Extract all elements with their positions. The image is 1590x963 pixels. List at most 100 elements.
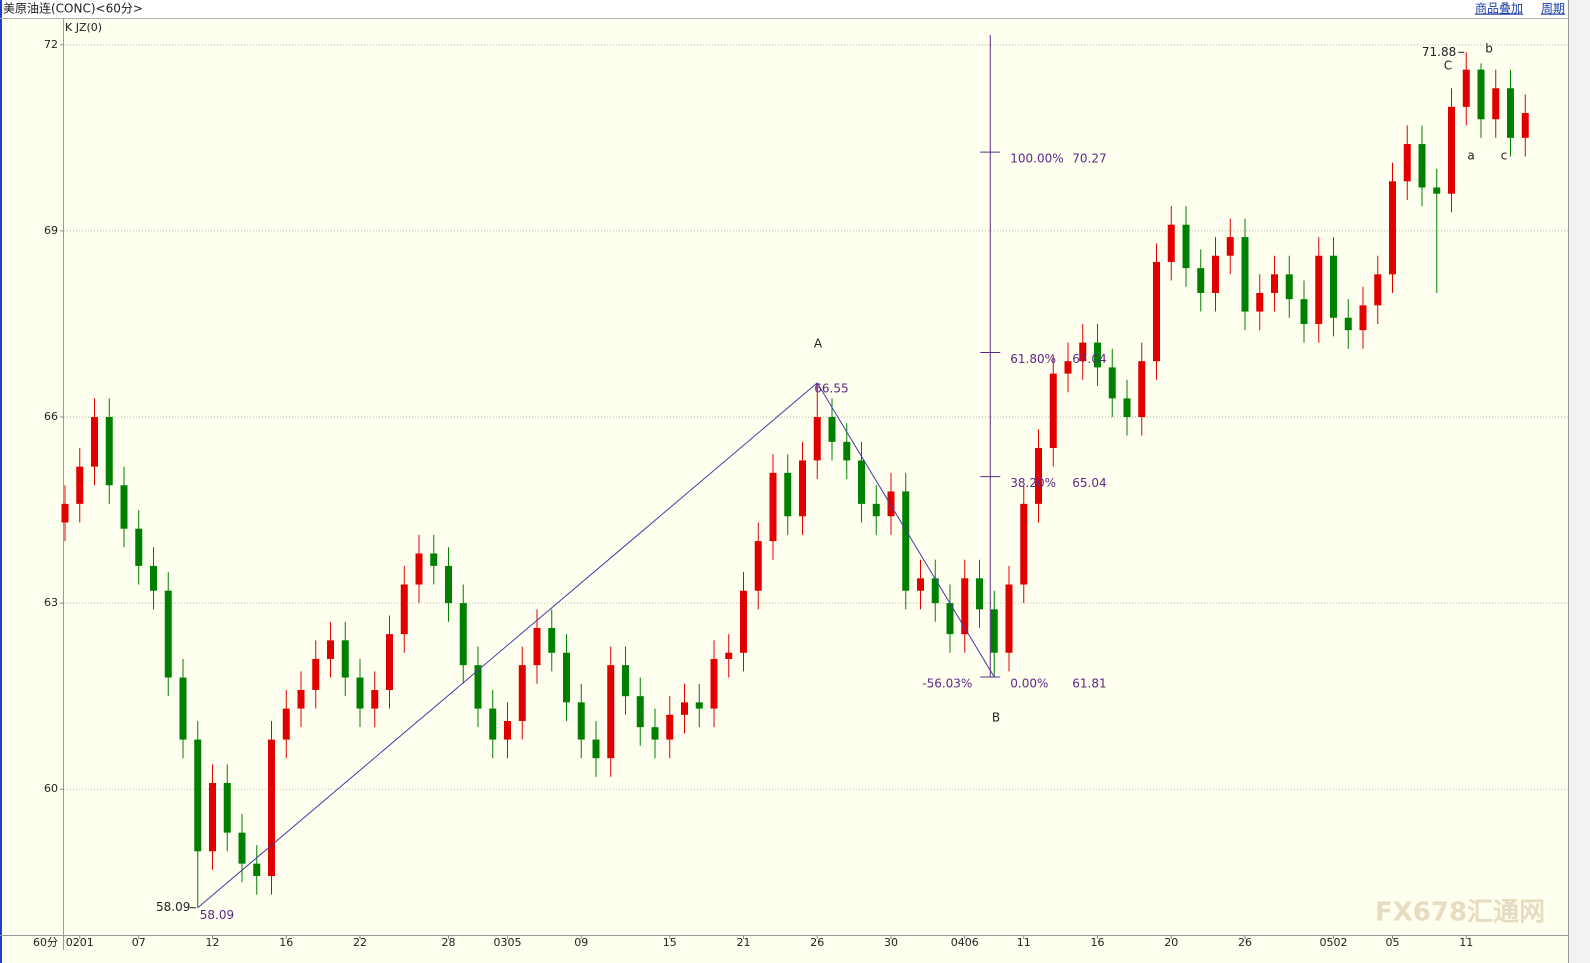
candle-body (297, 689, 305, 709)
y-tick-label: 69 (44, 224, 58, 237)
fib-value: 67.04 (1072, 352, 1106, 366)
fib-value: 65.04 (1072, 476, 1106, 490)
candle-body (990, 609, 998, 653)
x-tick-label: 26 (810, 936, 824, 949)
candle-body (1197, 268, 1205, 293)
candle-body (961, 578, 969, 635)
wave-label: B (992, 711, 1000, 725)
candle-body (1005, 584, 1013, 653)
candle-body (1344, 317, 1352, 331)
price-label: 71.88 (1422, 45, 1456, 59)
fib-pct: 61.80% (1010, 352, 1056, 366)
y-tick-label: 60 (44, 782, 58, 795)
candle-body (651, 727, 659, 740)
candle-body (1212, 255, 1219, 293)
y-tick-label: 63 (44, 596, 58, 609)
candle-body (430, 553, 438, 566)
candle-body (1123, 398, 1131, 418)
candle-body (784, 472, 792, 517)
x-tick-label: 05 (1386, 936, 1400, 949)
candle-body (681, 702, 688, 715)
candle-body (474, 665, 482, 709)
fib-value: 70.27 (1072, 152, 1106, 166)
price-label: 58.09 (156, 900, 190, 914)
price-label: 58.09 (200, 908, 234, 922)
candle-body (1359, 305, 1367, 331)
candle-body (1433, 187, 1441, 194)
candle-body (607, 665, 615, 759)
x-tick-label: 16 (1091, 936, 1105, 949)
overlay-button[interactable]: 商品叠加 (1475, 1, 1523, 16)
y-tick-label: 72 (44, 38, 58, 51)
wave-line (197, 382, 818, 909)
x-tick-label: 0502 (1320, 936, 1348, 949)
candle-body (1167, 224, 1175, 262)
candle-body (710, 658, 718, 709)
candle-body (1521, 113, 1529, 138)
candle-body (194, 739, 202, 852)
candle-body (61, 503, 69, 523)
candle-body (548, 627, 556, 653)
x-tick-label: 20 (1164, 936, 1178, 949)
fib-value: 61.81 (1072, 676, 1106, 690)
candle-body (120, 485, 128, 529)
candle-body (1315, 255, 1323, 324)
candle-body (887, 491, 895, 517)
candle-body (902, 491, 910, 591)
candle-body (740, 590, 747, 653)
candle-body (1020, 503, 1028, 585)
x-tick-label: 11 (1459, 936, 1473, 949)
candle-body (1492, 88, 1500, 120)
x-tick-label: 0305 (494, 936, 522, 949)
candle-body (1285, 274, 1293, 300)
plot-bg (0, 18, 1568, 963)
candle-body (533, 627, 541, 666)
candle-body (843, 441, 851, 461)
candle-body (725, 652, 733, 659)
x-tick-label: 0201 (66, 936, 94, 949)
candle-body (799, 460, 806, 517)
candle-body (577, 702, 585, 740)
candle-body (371, 689, 379, 709)
candle-body (386, 634, 393, 690)
candle-body (1153, 261, 1160, 362)
candle-body (1477, 69, 1485, 120)
candle-body (445, 565, 452, 604)
candle-body (1064, 361, 1072, 374)
candle-body (282, 708, 290, 740)
x-tick-label: 0406 (951, 936, 979, 949)
candle-body (1374, 274, 1382, 306)
candle-body (1448, 106, 1455, 194)
fib-pct: 38.20% (1010, 476, 1056, 490)
x-tick-label: 16 (279, 936, 293, 949)
x-tick-label: 11 (1017, 936, 1031, 949)
x-tick-label: 07 (132, 936, 146, 949)
candle-body (1389, 181, 1396, 275)
fib-pct: 0.00% (1010, 676, 1048, 690)
candle-body (1182, 224, 1190, 269)
candle-body (1418, 144, 1426, 188)
candle-body (858, 460, 865, 504)
x-tick-label: 12 (206, 936, 220, 949)
candle-body (1138, 361, 1146, 418)
candle-body (341, 640, 349, 678)
candle-body (1403, 144, 1411, 182)
candle-body (356, 677, 364, 709)
wave-label: A (814, 337, 823, 351)
candle-body (253, 863, 261, 877)
wave-label: b (1485, 42, 1493, 56)
candle-body (1330, 255, 1337, 318)
candle-body (1256, 292, 1264, 312)
period-label: 60分 (33, 936, 58, 949)
period-button[interactable]: 周期 (1541, 2, 1565, 16)
candle-body (946, 603, 954, 635)
x-tick-label: 28 (442, 936, 456, 949)
candle-body (754, 541, 762, 591)
wave-line (816, 382, 995, 678)
candle-body (1226, 237, 1234, 256)
window-title: 美原油连(CONC)<60分> (3, 1, 143, 16)
candle-body (813, 417, 821, 461)
x-tick-label: 30 (884, 936, 898, 949)
